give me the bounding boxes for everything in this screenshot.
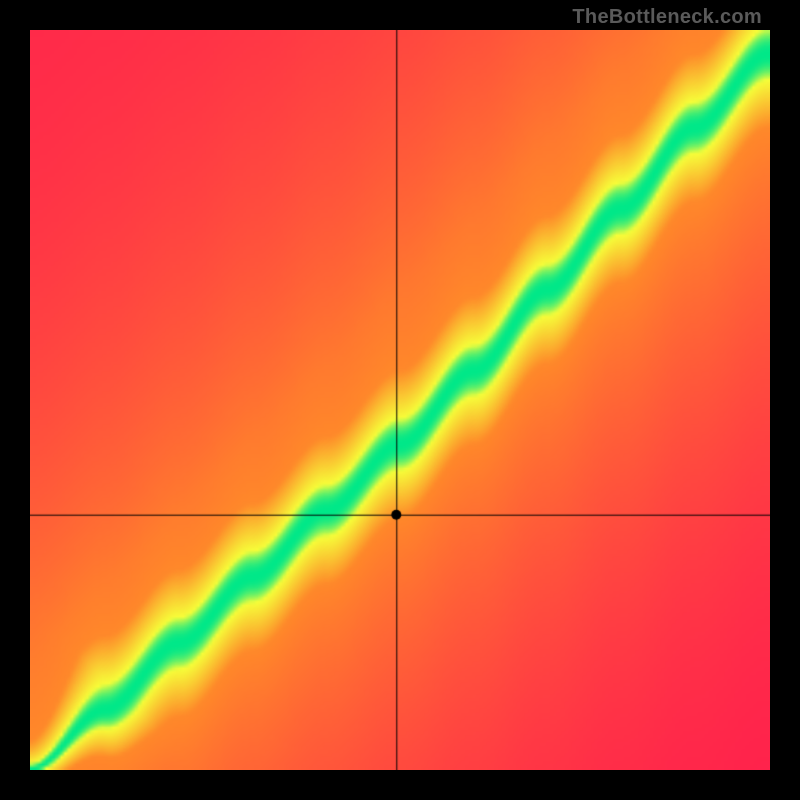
bottleneck-heatmap [30,30,770,770]
watermark-text: TheBottleneck.com [572,6,762,29]
chart-container: { "watermark": { "text": "TheBottleneck.… [0,0,800,800]
